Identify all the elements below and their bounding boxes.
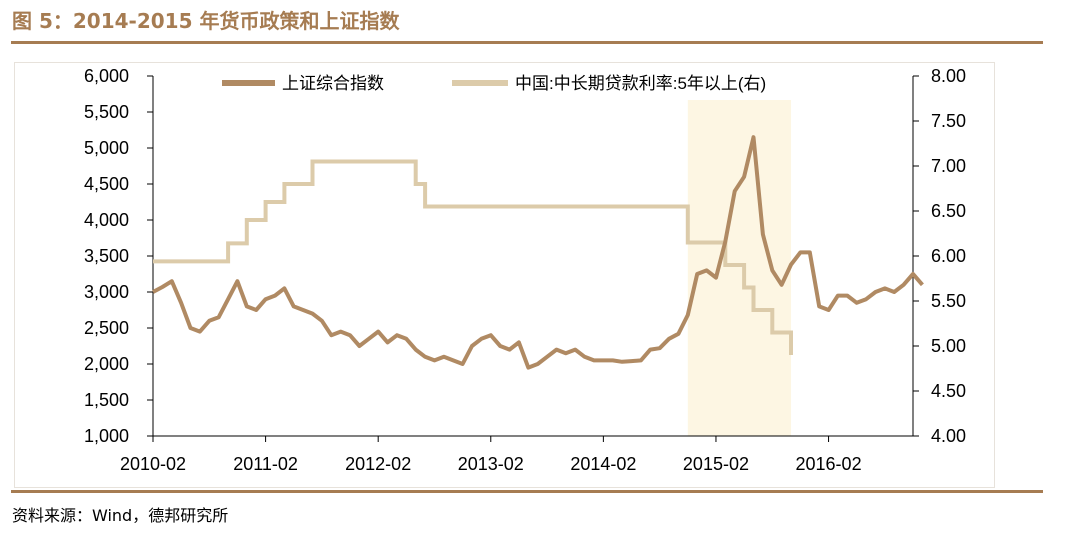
y-right-tick-label: 7.00 <box>931 156 966 176</box>
x-tick-label: 2012-02 <box>345 454 411 474</box>
y-left-tick-label: 3,500 <box>84 246 129 266</box>
y-left-tick-label: 4,000 <box>84 210 129 230</box>
y-left-tick-label: 1,500 <box>84 390 129 410</box>
y-left-tick-label: 3,000 <box>84 282 129 302</box>
x-tick-label: 2010-02 <box>120 454 186 474</box>
y-right-tick-label: 6.00 <box>931 246 966 266</box>
y-right-tick-label: 4.00 <box>931 426 966 446</box>
y-left-tick-label: 6,000 <box>84 66 129 86</box>
y-left-tick-label: 2,500 <box>84 318 129 338</box>
series-line-shanghai-index <box>152 135 924 370</box>
highlight-band <box>687 100 792 436</box>
x-tick-label: 2014-02 <box>570 454 636 474</box>
x-tick-label: 2015-02 <box>683 454 749 474</box>
legend-label-shanghai-index: 上证综合指数 <box>282 74 384 93</box>
figure-title: 图 5：2014-2015 年货币政策和上证指数 <box>12 9 400 33</box>
y-right-tick-label: 6.50 <box>931 201 966 221</box>
y-left-tick-label: 5,000 <box>84 138 129 158</box>
x-tick-label: 2013-02 <box>458 454 524 474</box>
y-right-tick-label: 4.50 <box>931 381 966 401</box>
y-left-tick-label: 2,000 <box>84 354 129 374</box>
y-right-tick-label: 8.00 <box>931 66 966 86</box>
series-line-lending-rate <box>153 159 793 355</box>
y-left-tick-label: 4,500 <box>84 174 129 194</box>
source-note: 资料来源：Wind，德邦研究所 <box>12 506 229 525</box>
chart-frame <box>14 62 995 488</box>
y-right-tick-label: 5.50 <box>931 291 966 311</box>
top-divider <box>11 41 1043 44</box>
y-right-tick-label: 5.00 <box>931 336 966 356</box>
y-left-tick-label: 5,500 <box>84 102 129 122</box>
y-right-tick-label: 7.50 <box>931 111 966 131</box>
legend-label-lending-rate: 中国:中长期贷款利率:5年以上(右) <box>515 74 766 93</box>
y-left-tick-label: 1,000 <box>84 426 129 446</box>
x-tick-label: 2011-02 <box>233 454 298 474</box>
bottom-divider <box>11 490 1043 493</box>
x-tick-label: 2016-02 <box>796 454 862 474</box>
